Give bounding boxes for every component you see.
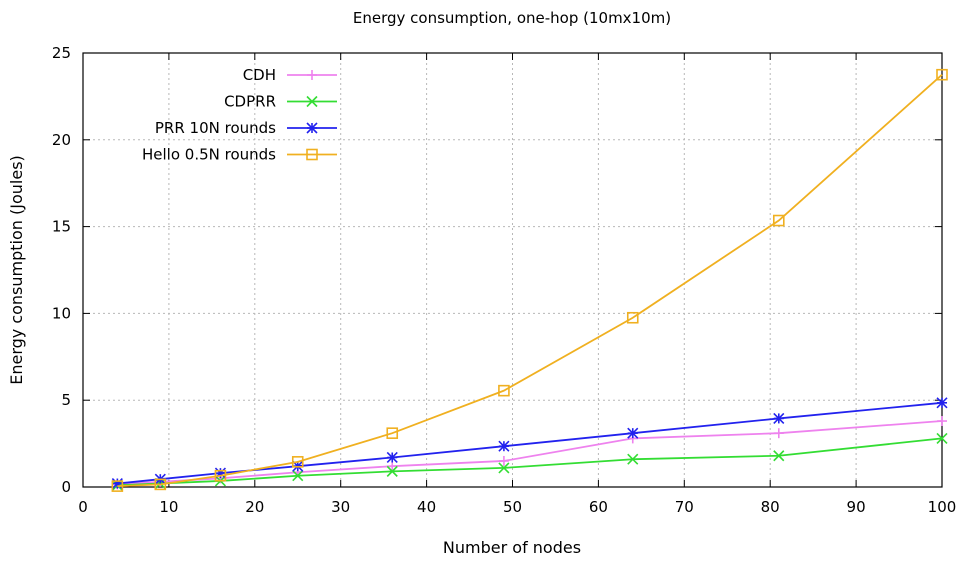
y-tick-label: 20 — [52, 131, 71, 149]
series-cdprr — [111, 432, 948, 491]
legend-label: CDPRR — [224, 93, 276, 111]
legend-label: PRR 10N rounds — [155, 119, 276, 137]
x-tick-label: 10 — [159, 498, 178, 516]
data-point — [773, 428, 784, 439]
data-point — [386, 427, 399, 439]
legend-marker — [306, 122, 318, 134]
legend-item: Hello 0.5N rounds — [142, 146, 337, 164]
data-point — [772, 214, 785, 227]
y-axis-label: Energy consumption (Joules) — [7, 155, 26, 385]
data-point — [111, 480, 124, 492]
y-tick-label: 25 — [52, 44, 71, 62]
data-point — [937, 416, 947, 427]
data-point — [291, 456, 304, 468]
legend-marker — [306, 148, 318, 161]
x-axis-label: Number of nodes — [443, 538, 581, 557]
legend-label: CDH — [243, 66, 276, 84]
data-point — [214, 469, 227, 482]
legend: CDH CDPRR PRR 10N rounds Hello 0.5N rounds — [142, 66, 337, 164]
data-point — [386, 451, 398, 464]
axis-ticks: 0 10 20 30 40 50 60 70 80 90 100 0 5 10 15 20 25 — [52, 44, 956, 516]
x-tick-label: 60 — [589, 498, 608, 516]
x-tick-label: 40 — [417, 498, 436, 516]
x-tick-label: 30 — [331, 498, 350, 516]
data-point — [498, 455, 509, 466]
legend-marker — [307, 70, 317, 80]
y-tick-label: 5 — [61, 391, 71, 409]
data-point — [387, 461, 398, 472]
series-line — [117, 420, 943, 486]
x-tick-label: 90 — [847, 498, 866, 516]
data-point — [498, 384, 510, 397]
data-point — [627, 453, 639, 465]
data-point — [498, 440, 510, 452]
data-point — [292, 470, 304, 482]
legend-item: PRR 10N rounds — [155, 119, 337, 137]
data-point — [154, 478, 167, 491]
data-point — [936, 432, 948, 444]
y-tick-label: 15 — [52, 218, 71, 236]
series-prr-10n-rounds — [111, 397, 948, 490]
data-point — [936, 397, 948, 409]
x-tick-label: 70 — [675, 498, 694, 516]
legend-item: CDPRR — [224, 93, 337, 111]
chart-title: Energy consumption, one-hop (10mx10m) — [353, 9, 671, 27]
data-point — [498, 462, 510, 474]
x-tick-label: 0 — [78, 498, 88, 516]
data-point — [773, 450, 785, 462]
data-point — [111, 477, 123, 490]
series-line — [117, 74, 943, 488]
legend-label: Hello 0.5N rounds — [142, 146, 276, 164]
legend-item: CDH — [243, 66, 337, 84]
series-line — [117, 437, 943, 487]
x-tick-label: 50 — [503, 498, 522, 516]
grid — [83, 53, 942, 487]
data-point — [936, 68, 948, 81]
series-hello-0-5n-rounds — [111, 68, 948, 492]
data-point — [386, 465, 398, 477]
x-tick-label: 20 — [245, 498, 264, 516]
x-tick-label: 100 — [928, 498, 957, 516]
series-cdh — [112, 416, 947, 490]
data-point — [626, 311, 639, 324]
data-point — [773, 412, 785, 424]
data-point — [627, 427, 639, 439]
series-group — [111, 68, 948, 492]
y-tick-label: 0 — [61, 478, 71, 496]
x-tick-label: 80 — [761, 498, 780, 516]
y-tick-label: 10 — [52, 304, 71, 322]
legend-marker — [306, 95, 318, 108]
